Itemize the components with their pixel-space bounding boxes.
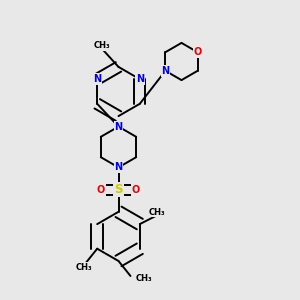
- Text: CH₃: CH₃: [149, 208, 166, 217]
- Text: N: N: [114, 122, 123, 132]
- Text: N: N: [93, 74, 101, 84]
- Text: O: O: [97, 185, 105, 195]
- Text: N: N: [161, 66, 169, 76]
- Text: CH₃: CH₃: [94, 41, 110, 50]
- Text: N: N: [114, 162, 123, 172]
- Text: O: O: [194, 47, 202, 57]
- Text: CH₃: CH₃: [76, 263, 93, 272]
- Text: CH₃: CH₃: [136, 274, 152, 283]
- Text: S: S: [114, 183, 123, 196]
- Text: N: N: [136, 74, 144, 84]
- Text: O: O: [132, 185, 140, 195]
